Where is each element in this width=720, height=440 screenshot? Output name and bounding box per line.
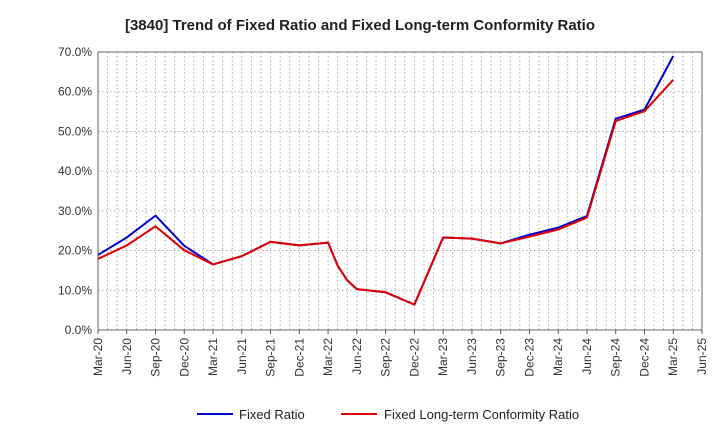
x-tick-label: Sep-20 xyxy=(149,338,163,377)
x-tick-label: Dec-24 xyxy=(637,338,651,377)
x-tick-label: Jun-25 xyxy=(695,338,709,375)
x-tick-label: Dec-23 xyxy=(522,338,536,377)
x-tick-label: Dec-22 xyxy=(407,338,421,377)
plot-frame xyxy=(97,51,703,331)
y-tick-label: 50.0% xyxy=(58,124,92,138)
x-tick-label: Mar-25 xyxy=(666,338,680,376)
x-tick-label: Mar-22 xyxy=(321,338,335,376)
y-tick-label: 0.0% xyxy=(65,323,93,337)
x-tick-label: Mar-21 xyxy=(206,338,220,376)
y-tick-label: 60.0% xyxy=(58,85,92,99)
x-tick-label: Mar-20 xyxy=(91,338,105,376)
x-tick-label: Mar-24 xyxy=(551,338,565,376)
chart-title: [3840] Trend of Fixed Ratio and Fixed Lo… xyxy=(125,17,595,34)
x-tick-label: Jun-21 xyxy=(235,338,249,375)
series xyxy=(97,55,675,306)
x-tick-label: Sep-22 xyxy=(379,338,393,377)
legend-label-fixed-long-term-conformity-ratio: Fixed Long-term Conformity Ratio xyxy=(384,407,579,422)
x-tick-label: Jun-24 xyxy=(580,338,594,375)
y-tick-label: 20.0% xyxy=(58,244,92,258)
grid xyxy=(98,51,702,330)
legend-label-fixed-ratio: Fixed Ratio xyxy=(239,407,305,422)
axes: 0.0% 10.0% 20.0% 30.0% 40.0% 50.0% 60.0% 70.0% M… xyxy=(58,45,709,377)
series-line-fixed-long-term-conformity-ratio xyxy=(97,79,674,306)
x-tick-label: Sep-23 xyxy=(494,338,508,377)
x-tick-label: Jun-22 xyxy=(350,338,364,375)
x-tick-label: Dec-20 xyxy=(177,338,191,377)
x-tick-label: Mar-23 xyxy=(436,338,450,376)
x-tick-label: Jun-20 xyxy=(120,338,134,375)
y-tick-label: 10.0% xyxy=(58,283,92,297)
x-tick-label: Dec-21 xyxy=(292,338,306,377)
y-tick-label: 40.0% xyxy=(58,164,92,178)
y-tick-label: 70.0% xyxy=(58,45,92,59)
legend: Fixed Ratio Fixed Long-term Conformity R… xyxy=(197,407,579,422)
y-tick-label: 30.0% xyxy=(58,204,92,218)
x-tick-label: Sep-21 xyxy=(264,338,278,377)
x-tick-label: Jun-23 xyxy=(465,338,479,375)
x-tick-label: Sep-24 xyxy=(609,338,623,377)
